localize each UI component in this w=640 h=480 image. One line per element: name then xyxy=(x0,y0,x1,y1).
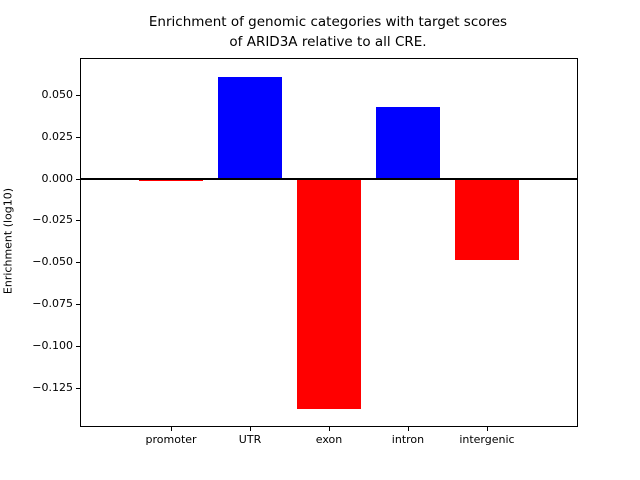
x-tick-mark xyxy=(250,427,252,431)
y-tick-label: −0.125 xyxy=(32,380,73,394)
x-tick-label-UTR: UTR xyxy=(238,433,262,446)
bar-promoter xyxy=(139,178,203,182)
zero-line xyxy=(81,177,577,180)
bar-intron xyxy=(376,106,440,179)
y-tick-mark xyxy=(76,387,80,389)
y-tick-mark xyxy=(76,262,80,264)
chart-title-line1: Enrichment of genomic categories with ta… xyxy=(148,14,508,30)
plot-area: 0.050 0.025 0.000 −0.025 −0.050 −0.075 −0.100 −… xyxy=(32,58,578,446)
y-tick-label: −0.050 xyxy=(32,255,73,269)
y-tick-label: 0.000 xyxy=(41,171,74,185)
y-tick-mark xyxy=(76,136,80,138)
y-tick-mark xyxy=(76,94,80,96)
y-axis-label: Enrichment (log10) xyxy=(1,187,15,295)
bar-UTR xyxy=(218,76,282,179)
x-tick-label-exon: exon xyxy=(315,433,343,446)
y-tick-mark xyxy=(76,303,80,305)
y-tick-mark xyxy=(76,178,80,180)
bar-exon xyxy=(297,178,361,410)
y-tick-mark xyxy=(76,345,80,347)
chart-title: Enrichment of genomic categories with ta… xyxy=(80,12,576,52)
y-tick-mark xyxy=(76,220,80,222)
x-tick-mark xyxy=(486,427,488,431)
x-tick-mark xyxy=(329,427,330,431)
x-tick-mark xyxy=(171,427,173,431)
y-tick-label: 0.025 xyxy=(41,129,74,143)
x-tick-label-intergenic: intergenic xyxy=(459,433,515,446)
chart-title-line2: of ARID3A relative to all CRE. xyxy=(229,34,427,50)
x-tick-label-promoter: promoter xyxy=(145,433,197,446)
bar-intergenic xyxy=(455,178,519,261)
y-tick-label: −0.100 xyxy=(32,338,73,352)
y-tick-label: −0.075 xyxy=(32,296,73,310)
x-tick-label-intron: intron xyxy=(391,433,425,446)
y-tick-label: 0.050 xyxy=(41,87,74,101)
x-tick-mark xyxy=(407,427,409,431)
y-tick-label: −0.025 xyxy=(32,213,73,227)
